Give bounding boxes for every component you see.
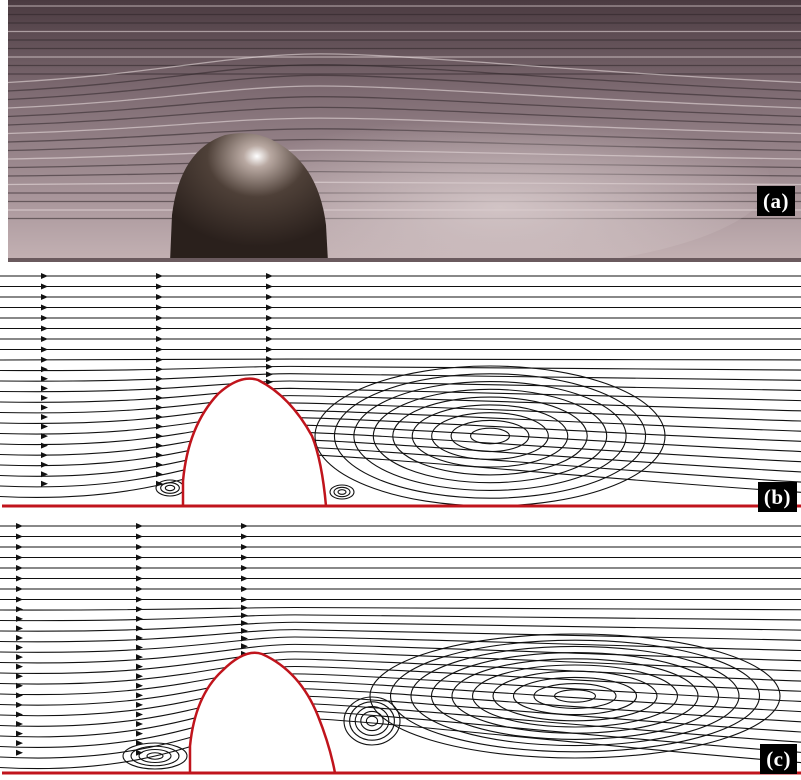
panel-c-streamlines: (c)	[0, 516, 801, 778]
panel-label-c: (c)	[760, 744, 797, 774]
streamline-plot-c	[0, 523, 801, 775]
obstacle-outline	[188, 651, 337, 774]
obstacle-outline	[181, 377, 328, 507]
panel-b-streamlines: (b)	[0, 266, 801, 512]
panel-label-b: (b)	[757, 482, 797, 512]
panel-label-a: (a)	[757, 186, 795, 216]
flow-photograph	[7, 0, 801, 262]
obstacle-dome	[170, 133, 328, 262]
streamline-plot-b	[0, 273, 801, 508]
panel-a-photograph: (a)	[0, 0, 801, 262]
